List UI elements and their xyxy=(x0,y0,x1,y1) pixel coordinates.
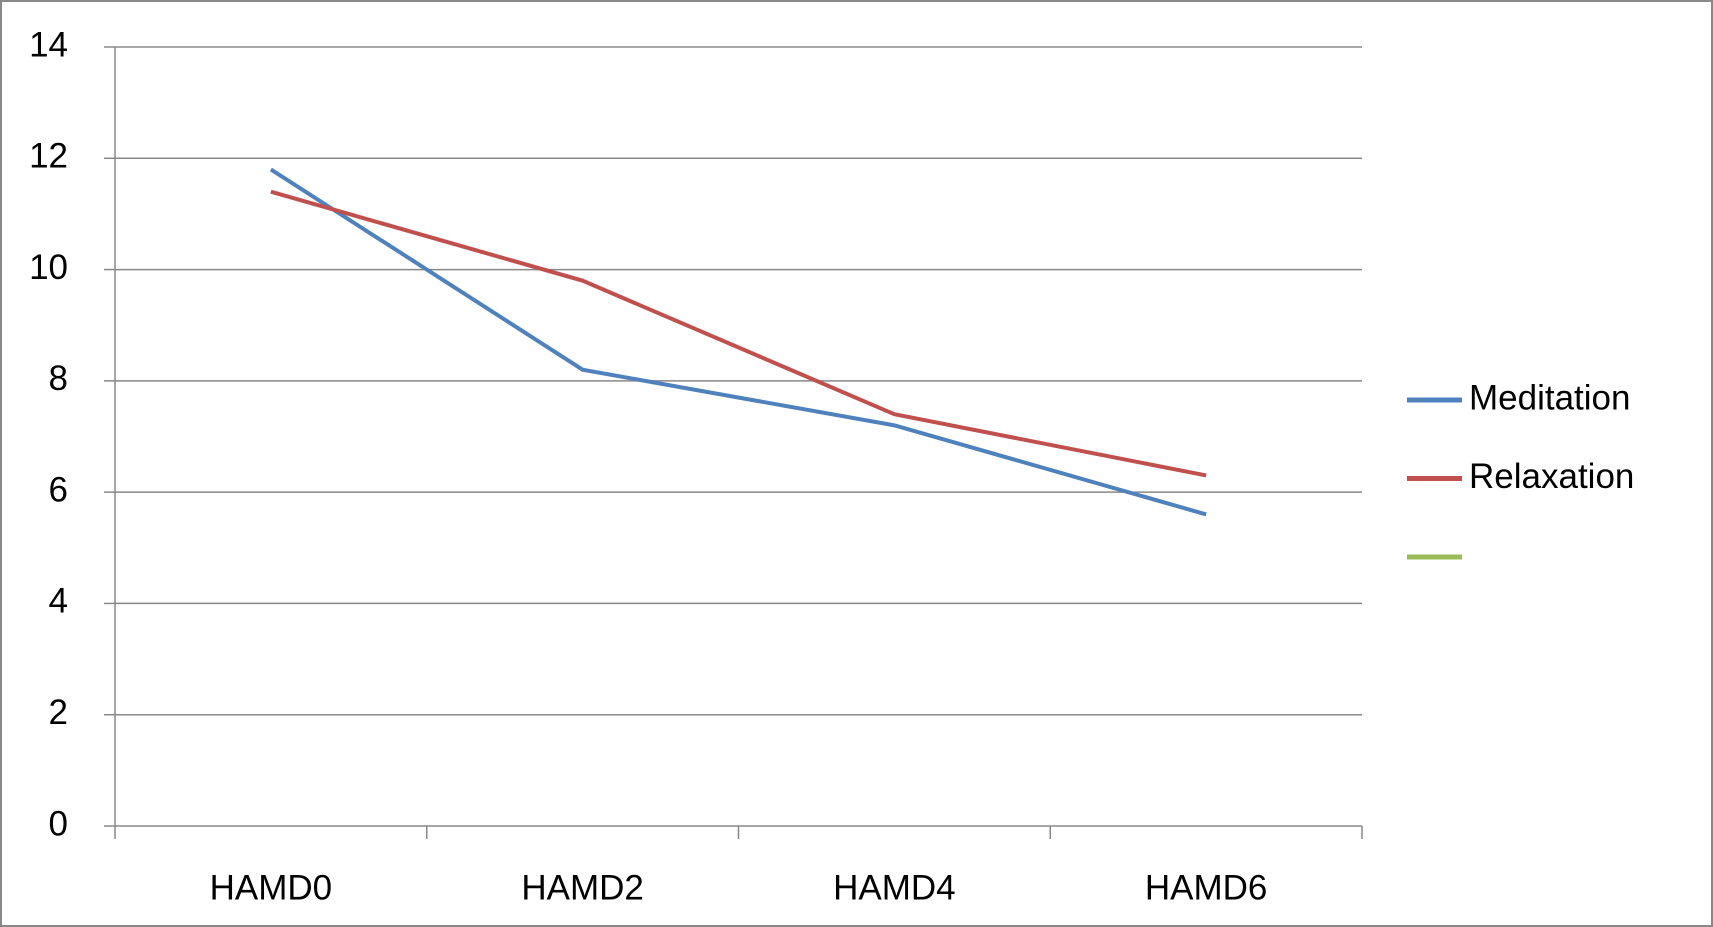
y-tick-label: 8 xyxy=(49,359,68,398)
y-tick-label: 0 xyxy=(49,804,68,843)
y-tick-label: 14 xyxy=(29,25,68,64)
x-tick-label: HAMD0 xyxy=(210,868,333,907)
x-tick-label: HAMD6 xyxy=(1145,868,1268,907)
legend-label: Relaxation xyxy=(1469,457,1634,496)
y-tick-label: 2 xyxy=(49,693,68,732)
y-tick-label: 4 xyxy=(49,582,68,621)
series-line xyxy=(269,167,1207,517)
y-tick-label: 10 xyxy=(29,248,68,287)
legend-label: Meditation xyxy=(1469,378,1630,417)
series-line xyxy=(270,189,1207,478)
x-tick-label: HAMD4 xyxy=(833,868,956,907)
y-tick-label: 12 xyxy=(29,137,68,176)
y-tick-label: 6 xyxy=(49,470,68,509)
x-tick-label: HAMD2 xyxy=(521,868,644,907)
